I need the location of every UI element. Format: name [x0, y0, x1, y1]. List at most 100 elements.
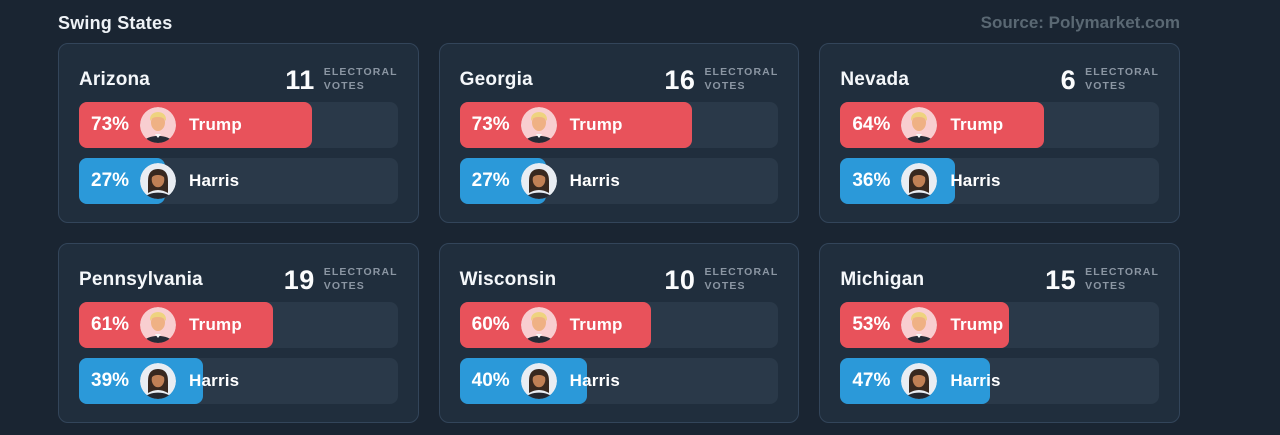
electoral-votes-count: 16	[664, 64, 696, 95]
electoral-votes-label: ELECTORAL VOTES	[323, 66, 398, 92]
electoral-votes: 6 ELECTORAL VOTES	[1061, 65, 1159, 96]
electoral-votes: 11 ELECTORAL VOTES	[285, 65, 397, 96]
trump-name-label: Trump	[950, 315, 1004, 334]
source-attribution: Source: Polymarket.com	[980, 13, 1180, 32]
state-name: Wisconsin	[459, 269, 557, 290]
trump-avatar-icon	[520, 307, 557, 343]
trump-bar-track: 64% Trump	[840, 102, 1159, 148]
card-header: Georgia 16 ELECTORAL VOTES	[460, 58, 779, 102]
electoral-votes-count: 6	[1060, 64, 1077, 95]
harris-percentage: 36%	[852, 170, 891, 191]
state-card-nevada[interactable]: Nevada 6 ELECTORAL VOTES 64% Trump	[819, 43, 1180, 223]
harris-bar-content: 47% Harris	[840, 358, 1159, 404]
trump-percentage: 73%	[471, 114, 510, 135]
trump-avatar-icon	[520, 107, 557, 143]
state-card-wisconsin[interactable]: Wisconsin 10 ELECTORAL VOTES 60% Trump	[438, 243, 800, 423]
harris-avatar-icon	[520, 363, 557, 399]
electoral-votes-label: ELECTORAL VOTES	[704, 266, 779, 292]
electoral-votes-count: 19	[283, 264, 315, 295]
trump-bar-content: 64% Trump	[840, 102, 1159, 148]
harris-avatar-icon	[520, 163, 557, 199]
state-card-grid: Arizona 11 ELECTORAL VOTES 73% Trump	[58, 43, 1180, 423]
state-name: Georgia	[459, 69, 533, 90]
harris-name-label: Harris	[569, 371, 620, 390]
electoral-votes-label: ELECTORAL VOTES	[323, 266, 398, 292]
trump-bar-content: 61% Trump	[79, 302, 398, 348]
harris-percentage: 40%	[471, 370, 510, 391]
electoral-votes: 16 ELECTORAL VOTES	[664, 65, 778, 96]
state-card-michigan[interactable]: Michigan 15 ELECTORAL VOTES 53% Trump	[819, 243, 1180, 423]
harris-bar-track: 27% Harris	[79, 158, 398, 204]
trump-bar-track: 61% Trump	[79, 302, 398, 348]
trump-bar-fill	[840, 102, 1045, 148]
card-header: Arizona 11 ELECTORAL VOTES	[79, 58, 398, 102]
trump-avatar-icon	[140, 107, 176, 143]
trump-name-label: Trump	[950, 115, 1004, 134]
state-card-georgia[interactable]: Georgia 16 ELECTORAL VOTES 73% Trump	[438, 43, 800, 223]
trump-percentage: 64%	[852, 114, 891, 135]
trump-percentage: 61%	[91, 314, 130, 335]
electoral-votes-label: ELECTORAL VOTES	[704, 66, 779, 92]
harris-avatar-icon	[901, 163, 938, 199]
harris-bar-content: 36% Harris	[840, 158, 1159, 204]
harris-name-label: Harris	[950, 171, 1001, 190]
harris-bar-content: 39% Harris	[79, 358, 398, 404]
harris-percentage: 47%	[852, 370, 891, 391]
trump-bar-fill	[459, 102, 693, 148]
page-title: Swing States	[58, 12, 173, 33]
state-name: Michigan	[840, 269, 925, 290]
card-header: Pennsylvania 19 ELECTORAL VOTES	[79, 258, 398, 302]
electoral-votes-label: ELECTORAL VOTES	[1085, 266, 1159, 292]
electoral-votes-count: 10	[664, 264, 696, 295]
harris-bar-content: 40% Harris	[460, 358, 779, 404]
state-name: Pennsylvania	[79, 269, 203, 290]
harris-avatar-icon	[901, 363, 938, 399]
card-header: Nevada 6 ELECTORAL VOTES	[840, 58, 1159, 102]
header: Swing States Source: Polymarket.com	[58, 11, 1180, 35]
harris-name-label: Harris	[189, 371, 240, 390]
trump-bar-content: 60% Trump	[460, 302, 779, 348]
trump-avatar-icon	[901, 107, 938, 143]
card-header: Wisconsin 10 ELECTORAL VOTES	[460, 258, 779, 302]
trump-bar-track: 73% Trump	[79, 102, 398, 148]
harris-bar-track: 36% Harris	[840, 158, 1159, 204]
state-name: Arizona	[79, 69, 151, 90]
trump-name-label: Trump	[189, 115, 242, 134]
trump-name-label: Trump	[569, 315, 623, 334]
trump-percentage: 60%	[471, 314, 510, 335]
harris-bar-track: 47% Harris	[840, 358, 1159, 404]
harris-name-label: Harris	[950, 371, 1001, 390]
trump-bar-fill	[79, 302, 274, 348]
trump-bar-content: 73% Trump	[79, 102, 398, 148]
harris-bar-track: 40% Harris	[459, 358, 779, 404]
electoral-votes-label: ELECTORAL VOTES	[1085, 66, 1159, 92]
trump-avatar-icon	[140, 307, 176, 343]
trump-bar-track: 53% Trump	[840, 302, 1159, 348]
electoral-votes: 15 ELECTORAL VOTES	[1045, 265, 1159, 296]
harris-bar-content: 27% Harris	[79, 158, 398, 204]
trump-avatar-icon	[901, 307, 938, 343]
state-card-arizona[interactable]: Arizona 11 ELECTORAL VOTES 73% Trump	[58, 43, 419, 223]
trump-name-label: Trump	[569, 115, 623, 134]
trump-bar-track: 73% Trump	[459, 102, 779, 148]
harris-percentage: 27%	[471, 170, 510, 191]
trump-bar-content: 53% Trump	[840, 302, 1159, 348]
electoral-votes: 10 ELECTORAL VOTES	[664, 265, 778, 296]
electoral-votes-count: 11	[285, 64, 315, 95]
trump-bar-content: 73% Trump	[460, 102, 779, 148]
harris-bar-content: 27% Harris	[460, 158, 779, 204]
state-card-pennsylvania[interactable]: Pennsylvania 19 ELECTORAL VOTES 61% Trum…	[58, 243, 419, 423]
electoral-votes-count: 15	[1045, 264, 1077, 295]
harris-percentage: 39%	[91, 370, 130, 391]
harris-name-label: Harris	[569, 171, 620, 190]
harris-bar-track: 39% Harris	[79, 358, 398, 404]
state-name: Nevada	[840, 69, 910, 90]
electoral-votes: 19 ELECTORAL VOTES	[284, 265, 398, 296]
card-header: Michigan 15 ELECTORAL VOTES	[840, 258, 1159, 302]
harris-name-label: Harris	[189, 171, 240, 190]
harris-percentage: 27%	[91, 170, 130, 191]
trump-name-label: Trump	[189, 315, 242, 334]
trump-bar-track: 60% Trump	[459, 302, 779, 348]
harris-avatar-icon	[140, 163, 176, 199]
